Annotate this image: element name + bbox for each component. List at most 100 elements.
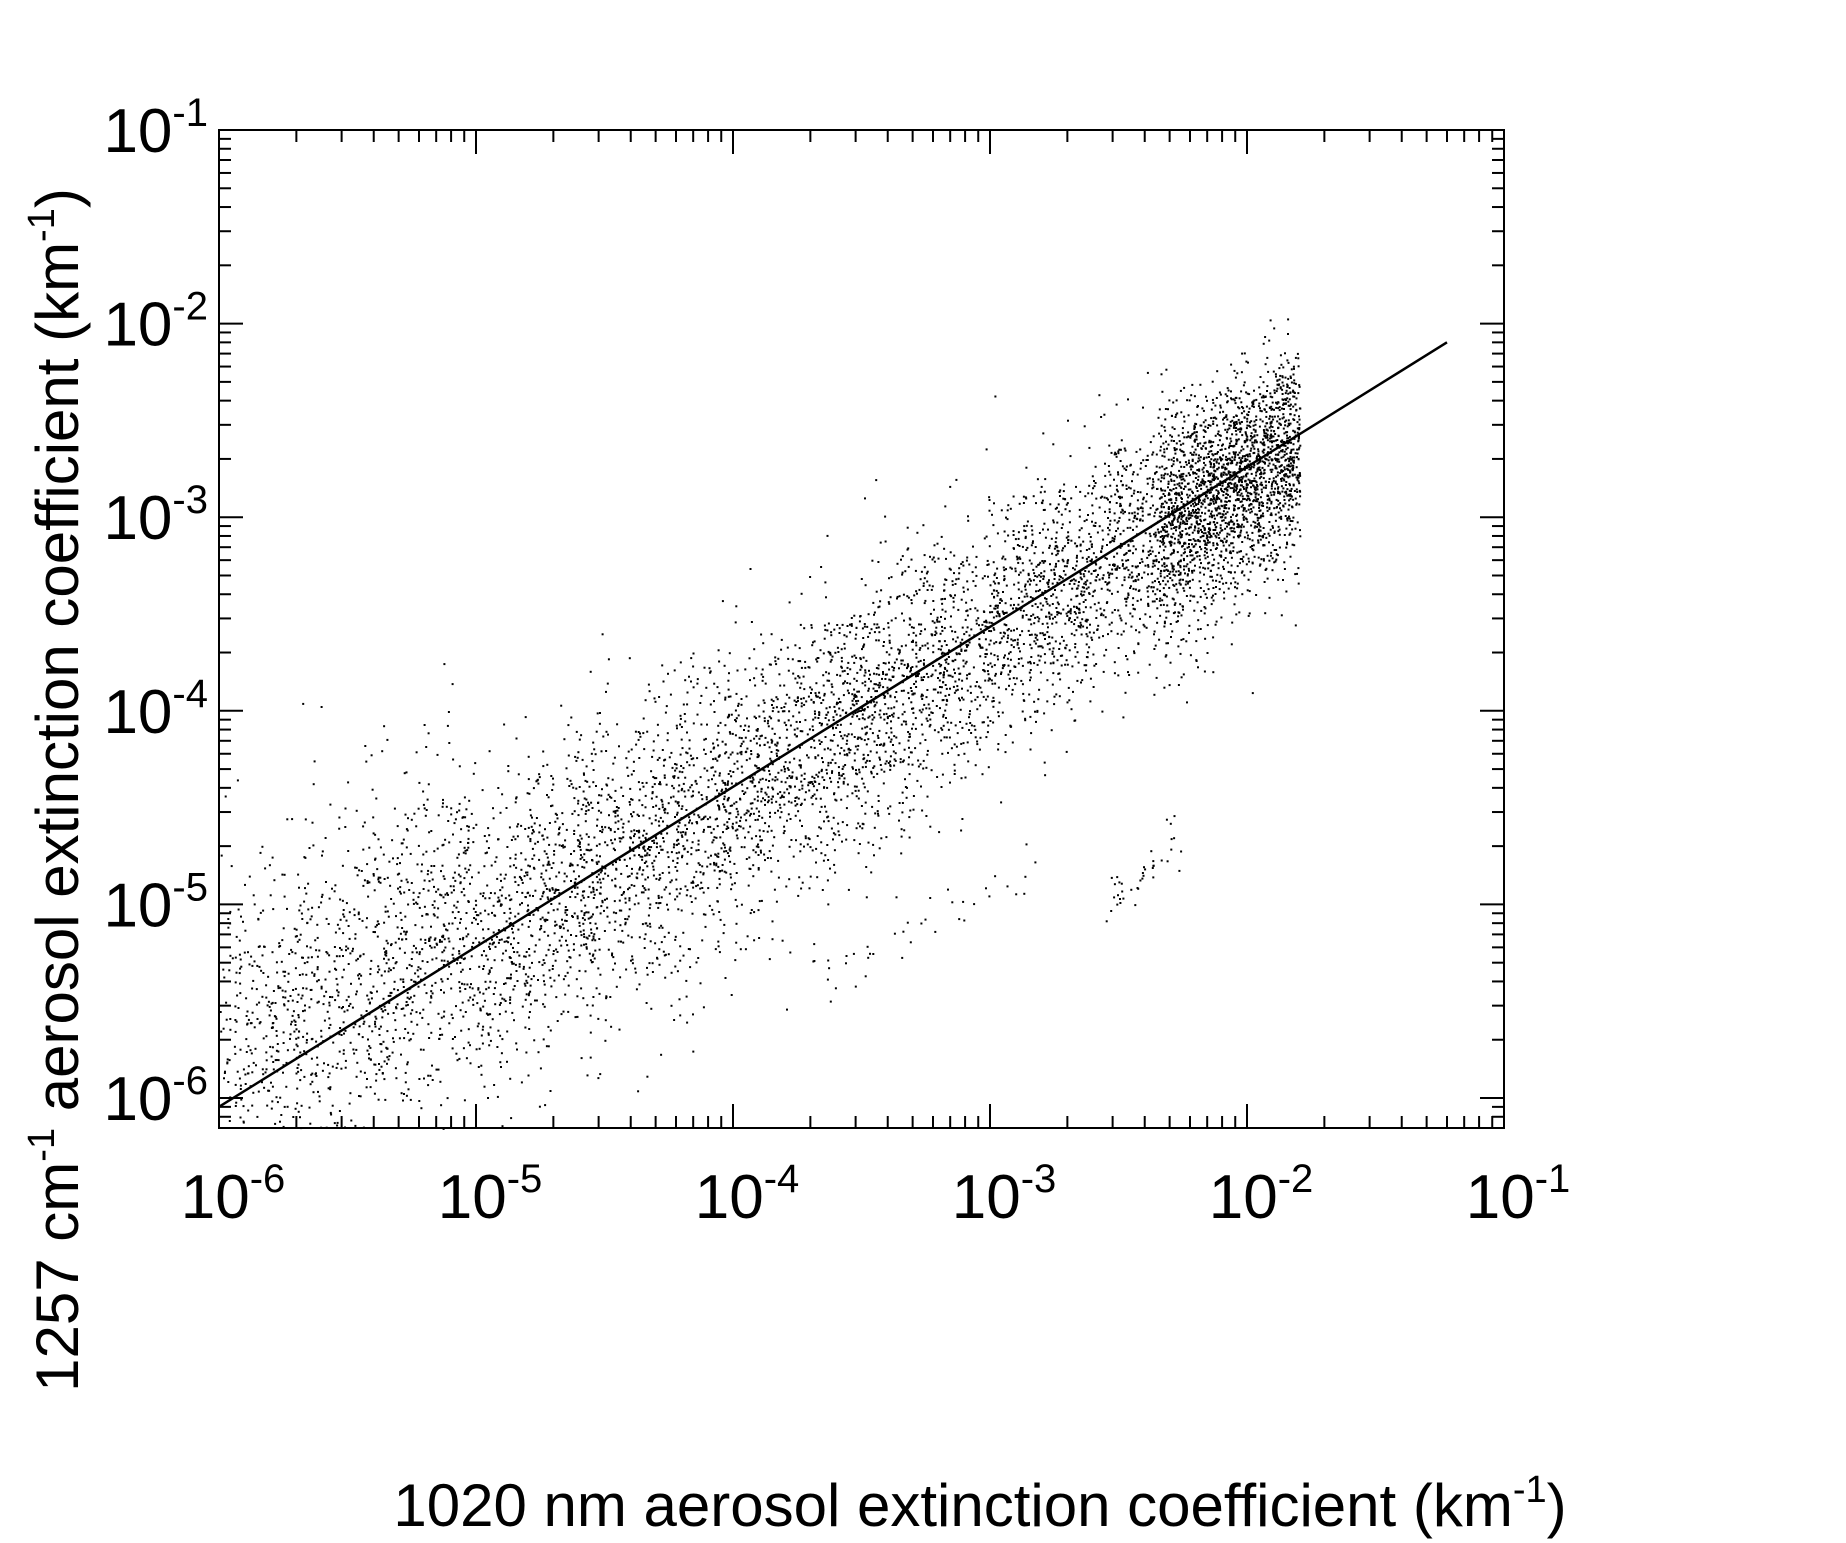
scatter-point	[694, 780, 697, 783]
scatter-point	[465, 808, 468, 811]
scatter-point	[697, 849, 700, 851]
scatter-point	[1244, 458, 1247, 460]
scatter-point	[912, 631, 915, 634]
scatter-point	[707, 887, 710, 890]
scatter-point	[996, 606, 999, 609]
scatter-point	[1048, 611, 1050, 614]
scatter-point	[960, 648, 963, 651]
scatter-point	[611, 954, 613, 957]
scatter-point	[695, 782, 698, 785]
scatter-point	[1156, 621, 1159, 624]
scatter-point	[253, 1026, 256, 1029]
scatter-point	[1136, 499, 1139, 502]
scatter-point	[394, 1067, 397, 1070]
scatter-point	[393, 988, 396, 991]
scatter-point	[819, 743, 822, 745]
scatter-point	[1030, 656, 1033, 658]
scatter-point	[624, 923, 627, 926]
scatter-point	[898, 649, 901, 652]
scatter-point	[783, 803, 786, 806]
scatter-point	[1205, 537, 1208, 540]
scatter-point	[366, 994, 369, 997]
scatter-point	[1232, 536, 1235, 539]
scatter-point	[435, 890, 438, 893]
scatter-point	[1117, 471, 1119, 474]
scatter-point	[686, 828, 688, 830]
scatter-point	[1136, 575, 1139, 578]
scatter-point	[256, 1018, 259, 1020]
scatter-point	[1286, 434, 1288, 437]
scatter-point	[382, 997, 385, 1000]
scatter-point	[1246, 413, 1249, 416]
scatter-point	[1165, 534, 1168, 537]
scatter-point	[440, 959, 443, 962]
scatter-point	[685, 894, 688, 897]
scatter-point	[1204, 464, 1207, 467]
scatter-point	[1029, 596, 1032, 599]
scatter-point	[1128, 512, 1131, 515]
scatter-point	[329, 1023, 332, 1026]
scatter-point	[329, 996, 331, 998]
scatter-point	[1289, 484, 1291, 487]
scatter-point	[573, 829, 576, 832]
scatter-point	[1178, 514, 1181, 517]
scatter-point	[1240, 500, 1243, 503]
scatter-point	[1269, 528, 1272, 531]
scatter-point	[1171, 630, 1174, 633]
scatter-point	[703, 666, 706, 669]
scatter-point	[598, 794, 601, 797]
scatter-point	[1048, 617, 1051, 620]
scatter-point	[655, 846, 658, 849]
scatter-point	[976, 708, 979, 711]
scatter-point	[527, 925, 530, 928]
scatter-point	[962, 742, 965, 745]
scatter-point	[1010, 644, 1013, 647]
scatter-point	[616, 814, 619, 817]
scatter-point	[231, 957, 234, 960]
scatter-point	[1154, 534, 1157, 537]
scatter-point	[760, 899, 763, 902]
scatter-point	[1255, 419, 1258, 421]
scatter-point	[548, 863, 551, 866]
scatter-point	[1244, 432, 1247, 435]
scatter-point	[797, 797, 800, 800]
scatter-point	[1072, 567, 1074, 570]
scatter-point	[676, 811, 679, 814]
scatter-point	[239, 967, 242, 970]
scatter-point	[1052, 647, 1055, 650]
scatter-point	[1220, 457, 1222, 460]
scatter-point	[880, 837, 883, 840]
scatter-point	[448, 940, 451, 943]
scatter-point	[959, 721, 962, 723]
scatter-point	[646, 966, 648, 969]
scatter-point	[1214, 523, 1216, 526]
scatter-point	[1165, 564, 1168, 567]
scatter-point	[504, 1010, 507, 1013]
scatter-point	[1000, 599, 1003, 602]
scatter-point	[733, 762, 736, 765]
scatter-point	[841, 821, 844, 824]
scatter-point	[704, 753, 707, 755]
scatter-point	[1211, 398, 1214, 401]
scatter-point	[514, 838, 517, 841]
scatter-point	[861, 727, 864, 730]
scatter-point	[1289, 391, 1292, 394]
scatter-point	[442, 798, 444, 801]
scatter-point	[679, 1014, 682, 1017]
scatter-point	[599, 881, 602, 884]
scatter-point	[439, 1080, 442, 1083]
scatter-point	[616, 809, 619, 812]
scatter-point	[1215, 489, 1218, 492]
scatter-point	[1242, 475, 1245, 478]
scatter-point	[250, 955, 253, 958]
scatter-point	[727, 714, 730, 717]
scatter-point	[284, 990, 287, 993]
scatter-point	[717, 945, 720, 948]
scatter-point	[517, 912, 520, 915]
scatter-point	[412, 898, 415, 901]
scatter-point	[731, 883, 734, 886]
scatter-point	[1219, 554, 1222, 557]
scatter-point	[713, 869, 716, 872]
scatter-point	[713, 711, 716, 713]
scatter-point	[1069, 608, 1072, 611]
